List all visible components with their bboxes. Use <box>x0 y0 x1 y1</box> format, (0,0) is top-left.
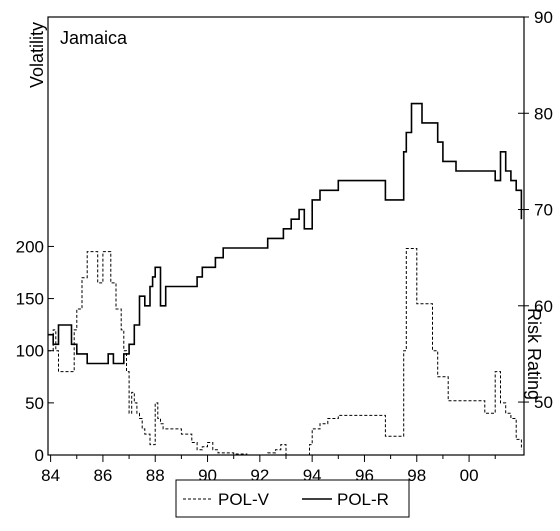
left-tick-label: 150 <box>16 290 44 309</box>
legend-label-pol-r: POL-R <box>337 490 389 509</box>
left-tick-label: 100 <box>16 342 44 361</box>
x-tick-label: 00 <box>460 466 479 485</box>
left-axis-label: Volatility <box>27 22 47 88</box>
right-tick-label: 60 <box>534 297 553 316</box>
x-tick-label: 86 <box>93 466 112 485</box>
left-tick-label: 50 <box>25 394 44 413</box>
chart-title: Jamaica <box>60 28 128 48</box>
legend: POL-V POL-R <box>176 480 409 517</box>
right-tick-label: 70 <box>534 201 553 220</box>
right-tick-label: 50 <box>534 393 553 412</box>
plot-area <box>48 17 524 455</box>
right-axis-label: Risk Rating <box>524 308 544 400</box>
legend-label-pol-v: POL-V <box>218 490 270 509</box>
right-tick-label: 80 <box>534 104 553 123</box>
left-tick-label: 0 <box>35 446 44 465</box>
x-tick-label: 98 <box>407 466 426 485</box>
x-tick-label: 88 <box>146 466 165 485</box>
x-tick-label: 84 <box>41 466 60 485</box>
right-tick-label: 90 <box>534 8 553 27</box>
left-tick-label: 200 <box>16 237 44 256</box>
